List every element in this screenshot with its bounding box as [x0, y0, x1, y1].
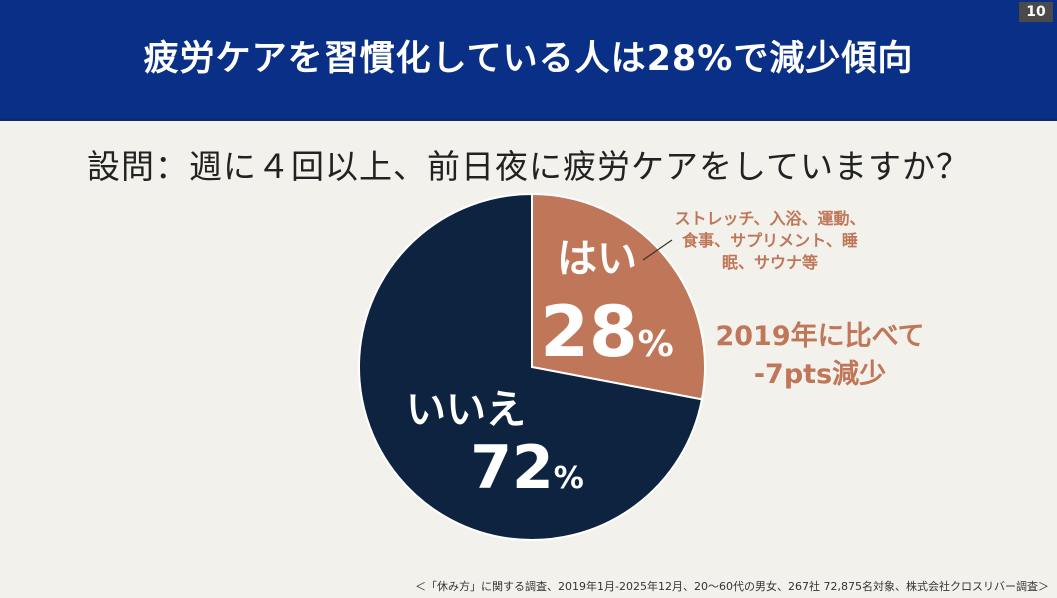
pie-slice-yes [531, 192, 706, 401]
comparison-annotation-line: -7pts減少 [754, 359, 886, 390]
page-title: 疲労ケアを習慣化している人は28%で減少傾向 [143, 39, 914, 79]
care-examples-line: 食事、サプリメント、睡 [681, 231, 858, 250]
slice-value-no: 72% [470, 433, 584, 503]
slice-value-yes: 28% [540, 291, 674, 373]
slice-label-no: いいえ [406, 387, 526, 433]
slice-label-yes: はい [557, 236, 637, 282]
survey-question: 設問：週に４回以上、前日夜に疲労ケアをしていますか？ [86, 147, 970, 186]
comparison-annotation-line: 2019年に比べて [715, 320, 924, 352]
pie-slice-no [358, 192, 704, 541]
care-examples-line: ストレッチ、入浴、運動、 [674, 209, 865, 228]
care-examples-line: 眠、サウナ等 [722, 253, 818, 272]
page-number: 10 [1019, 2, 1053, 22]
footnote: ＜「休み方」に関する調査、2019年1月-2025年12月、20～60代の男女、… [415, 580, 1049, 593]
annotation-leader-line [642, 239, 673, 261]
header-bar: 10 疲労ケアを習慣化している人は28%で減少傾向 [0, 0, 1057, 121]
